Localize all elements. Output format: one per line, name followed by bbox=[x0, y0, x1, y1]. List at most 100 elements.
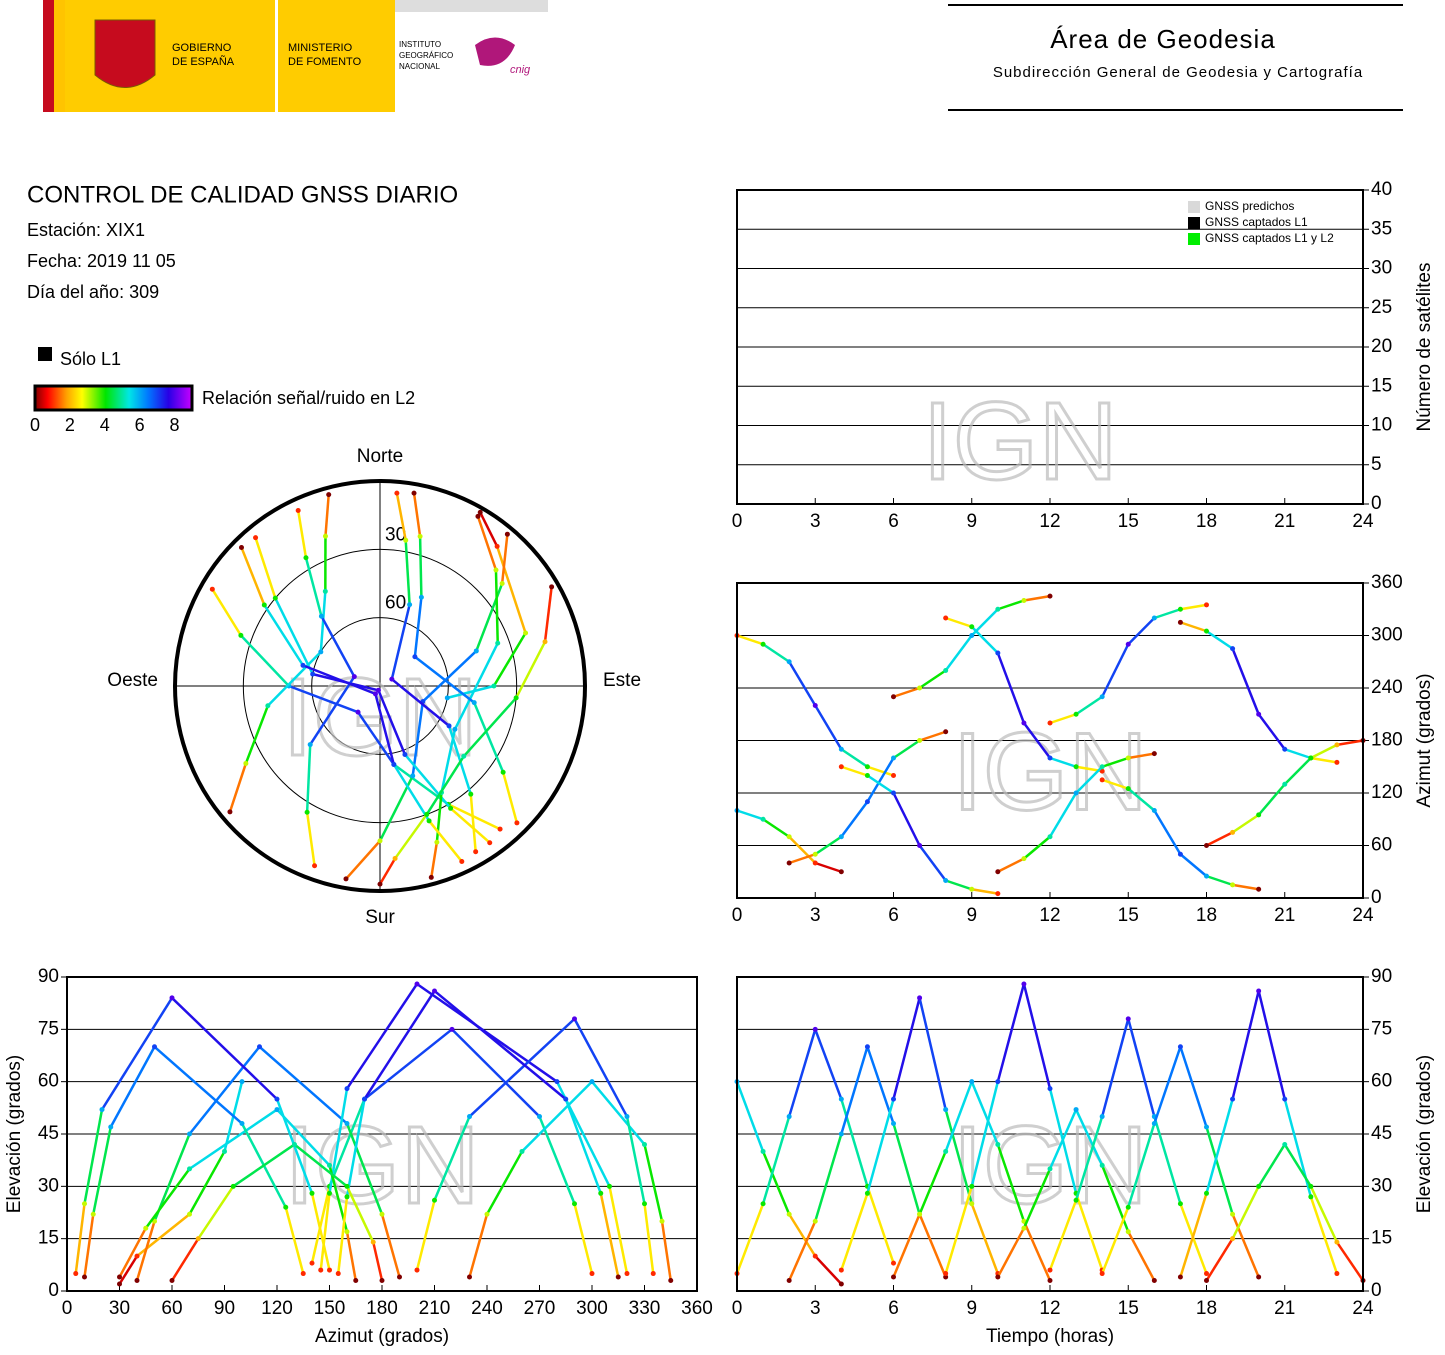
track-segment bbox=[380, 858, 395, 884]
track-segment bbox=[246, 706, 268, 764]
track-segment bbox=[815, 1134, 841, 1221]
track-segment bbox=[365, 1029, 453, 1099]
track-point bbox=[1126, 642, 1131, 647]
track-point bbox=[327, 1191, 332, 1196]
track-point bbox=[108, 1125, 113, 1130]
track-segment bbox=[1233, 1186, 1259, 1238]
track-segment bbox=[645, 1144, 663, 1221]
y-axis-label: Elevación (grados) bbox=[1414, 1055, 1435, 1213]
ign-text: INSTITUTO bbox=[399, 40, 441, 49]
station: Estación: XIX1 bbox=[27, 220, 145, 240]
track-point bbox=[891, 1097, 896, 1102]
track-point bbox=[231, 1184, 236, 1189]
track-point bbox=[1282, 1142, 1287, 1147]
track-point bbox=[1282, 1097, 1287, 1102]
y-axis-label: Número de satélites bbox=[1414, 263, 1435, 432]
track-point bbox=[318, 1268, 323, 1273]
track-point bbox=[787, 834, 792, 839]
track-point bbox=[1256, 1275, 1261, 1280]
track-point bbox=[432, 1198, 437, 1203]
track-segment bbox=[190, 1151, 225, 1214]
watermark: IGN bbox=[922, 380, 1118, 503]
gov-text: DE ESPAÑA bbox=[172, 55, 235, 68]
track-point bbox=[380, 1212, 385, 1217]
track-segment bbox=[841, 1099, 867, 1186]
track-segment bbox=[972, 627, 998, 653]
track-point bbox=[1256, 887, 1261, 892]
track-point bbox=[598, 1191, 603, 1196]
track-segment bbox=[1207, 1127, 1233, 1214]
track-point bbox=[391, 762, 396, 767]
track-point bbox=[495, 544, 500, 549]
track-point bbox=[448, 806, 453, 811]
track-segment bbox=[998, 984, 1024, 1082]
y-tick-label: 180 bbox=[1371, 730, 1403, 751]
track-segment bbox=[471, 794, 476, 852]
colorbar-label: Relación señal/ruido en L2 bbox=[202, 388, 415, 408]
legend-swatch bbox=[1188, 201, 1200, 213]
track-segment bbox=[230, 763, 246, 811]
track-point bbox=[410, 773, 415, 778]
track-point bbox=[310, 1261, 315, 1266]
track-point bbox=[240, 1079, 245, 1084]
track-point bbox=[642, 1201, 647, 1206]
track-point bbox=[265, 703, 270, 708]
report-title: CONTROL DE CALIDAD GNSS DIARIO bbox=[27, 181, 458, 208]
track-point bbox=[563, 1097, 568, 1102]
track-point bbox=[549, 584, 554, 589]
y-tick-label: 15 bbox=[1371, 1228, 1392, 1249]
track-point bbox=[891, 1121, 896, 1126]
track-point bbox=[275, 1097, 280, 1102]
x-tick-label: 210 bbox=[419, 1298, 451, 1319]
track-point bbox=[865, 773, 870, 778]
track-segment bbox=[1180, 622, 1206, 631]
y-tick-label: 90 bbox=[1371, 966, 1392, 987]
track-point bbox=[495, 641, 500, 646]
track-point bbox=[240, 1121, 245, 1126]
track-point bbox=[943, 878, 948, 883]
track-point bbox=[625, 1114, 630, 1119]
x-tick-label: 270 bbox=[524, 1298, 556, 1319]
track-segment bbox=[946, 618, 972, 627]
track-point bbox=[917, 738, 922, 743]
watermark: IGN bbox=[284, 1104, 480, 1227]
track-segment bbox=[415, 597, 421, 656]
track-segment bbox=[920, 1151, 946, 1214]
track-segment bbox=[420, 536, 421, 597]
track-point bbox=[1256, 812, 1261, 817]
track-segment bbox=[496, 570, 498, 643]
track-point bbox=[1021, 856, 1026, 861]
track-segment bbox=[566, 1099, 601, 1193]
x-tick-label: 3 bbox=[810, 905, 821, 926]
colorbar-tick-label: 8 bbox=[170, 415, 180, 435]
track-point bbox=[196, 1236, 201, 1241]
track-point bbox=[943, 668, 948, 673]
track-segment bbox=[1102, 644, 1128, 697]
track-segment bbox=[1180, 1047, 1206, 1127]
track-segment bbox=[627, 1117, 645, 1204]
track-point bbox=[1334, 760, 1339, 765]
track-point bbox=[995, 1275, 1000, 1280]
track-point bbox=[283, 1205, 288, 1210]
l1-only-swatch bbox=[38, 347, 52, 361]
cnig-logo bbox=[475, 38, 515, 66]
track-point bbox=[520, 1149, 525, 1154]
track-point bbox=[362, 1097, 367, 1102]
track-point bbox=[187, 1132, 192, 1137]
x-tick-label: 21 bbox=[1274, 905, 1295, 926]
track-point bbox=[473, 849, 478, 854]
track-segment bbox=[815, 863, 841, 872]
track-point bbox=[447, 723, 452, 728]
track-segment bbox=[1128, 1019, 1154, 1117]
track-point bbox=[318, 649, 323, 654]
track-segment bbox=[545, 587, 552, 642]
track-point bbox=[1074, 791, 1079, 796]
legend-label: GNSS predichos bbox=[1205, 199, 1294, 213]
track-point bbox=[432, 988, 437, 993]
track-point bbox=[761, 1201, 766, 1206]
x-tick-label: 15 bbox=[1118, 905, 1139, 926]
x-tick-label: 21 bbox=[1274, 511, 1295, 532]
track-point bbox=[839, 1097, 844, 1102]
track-segment bbox=[1311, 758, 1337, 762]
